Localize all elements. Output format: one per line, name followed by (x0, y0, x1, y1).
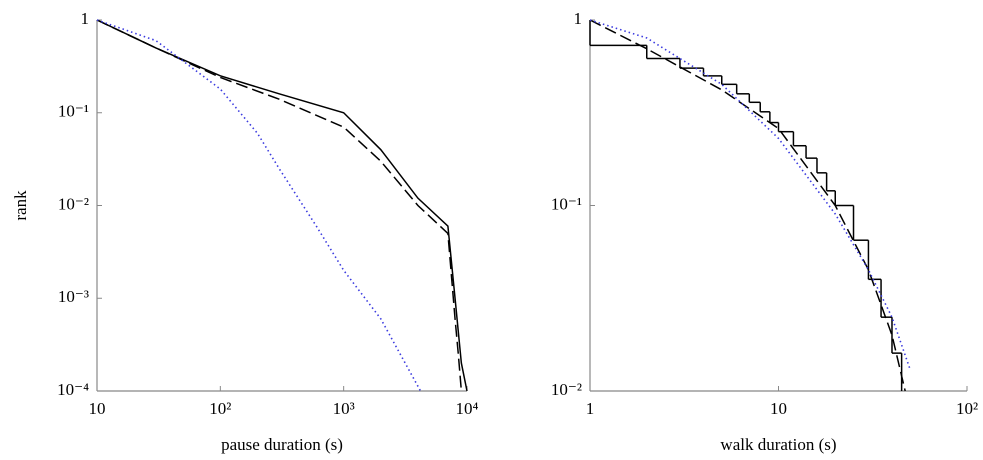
x-tick-label: 10² (956, 399, 978, 418)
y-tick-label: 10⁻² (58, 194, 89, 213)
series-line (589, 19, 912, 371)
x-tick-label: 10 (89, 399, 106, 418)
series-line (589, 19, 906, 392)
x-tick-label: 10⁴ (456, 399, 479, 418)
y-tick-label: 10⁻¹ (551, 194, 582, 213)
y-tick-label: 10⁻² (551, 380, 582, 399)
x-tick-label: 10 (770, 399, 787, 418)
x-tick-label: 1 (586, 399, 595, 418)
x-tick-label: 10³ (333, 399, 355, 418)
y-tick-label: 10⁻¹ (58, 102, 89, 121)
y-tick-label: 1 (81, 9, 90, 28)
x-tick-label: 10² (209, 399, 231, 418)
y-tick-label: 10⁻⁴ (57, 380, 89, 399)
x-axis-label: walk duration (s) (720, 435, 836, 454)
y-tick-label: 10⁻³ (58, 287, 89, 306)
x-axis-label: pause duration (s) (221, 435, 343, 454)
series-line (96, 19, 463, 392)
series-line (96, 19, 468, 392)
y-tick-label: 1 (574, 9, 583, 28)
y-axis-label: rank (11, 190, 30, 221)
series-line (96, 19, 422, 392)
